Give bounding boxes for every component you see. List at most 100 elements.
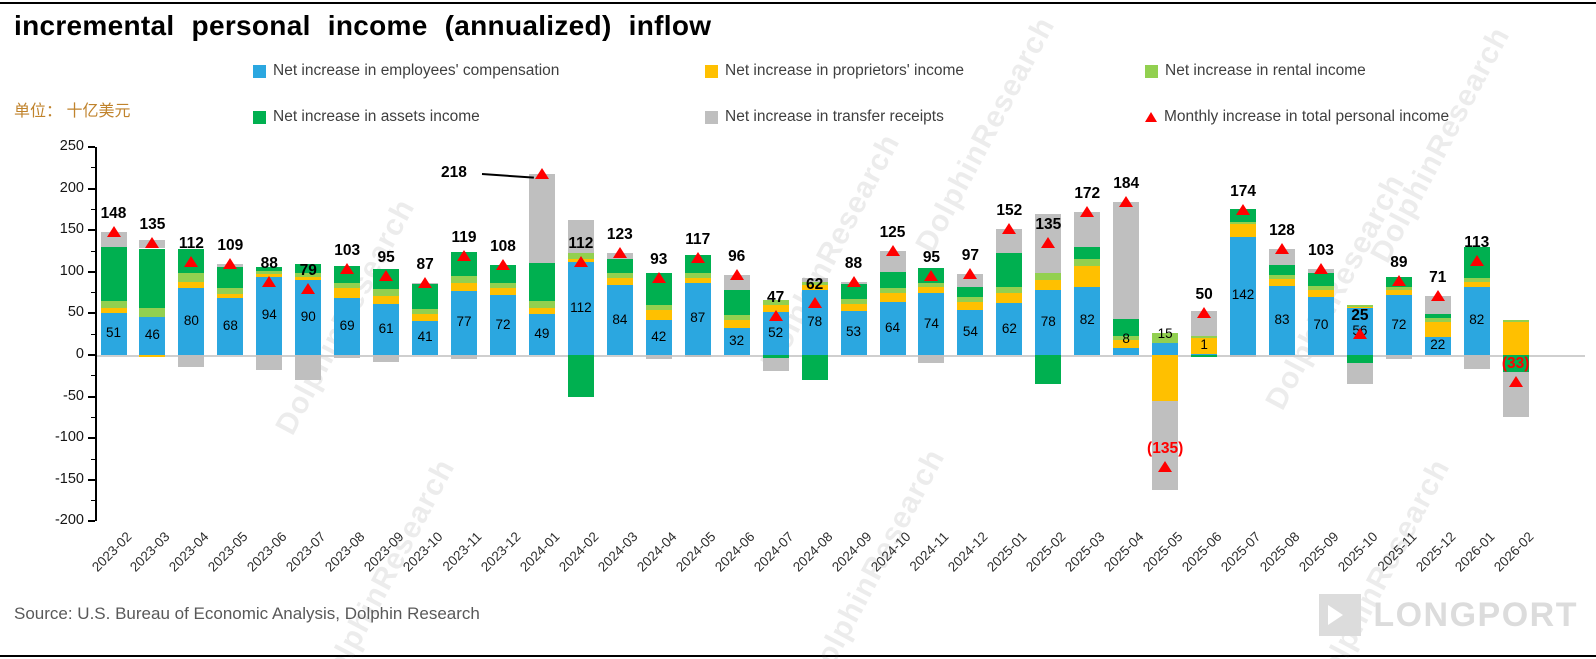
total-marker	[1002, 222, 1017, 234]
y-axis-tick	[88, 395, 95, 398]
bar-value-label: 78	[1040, 314, 1056, 330]
legend-item-rental-income: Net increase in rental income	[1145, 62, 1366, 80]
total-value-label: 89	[1390, 253, 1408, 271]
bar-segment	[918, 286, 945, 294]
bar-value-label: 74	[923, 315, 939, 331]
bar-segment	[567, 261, 594, 355]
bar-segment	[1346, 306, 1373, 309]
bar-segment	[684, 282, 711, 355]
bar-segment	[1113, 201, 1140, 320]
total-marker	[340, 263, 355, 275]
total-value-label: 25	[1351, 307, 1369, 325]
total-value-label: 117	[685, 230, 711, 248]
total-marker	[807, 297, 822, 309]
bar-segment	[1191, 355, 1218, 358]
y-axis-minor-tick	[91, 167, 95, 169]
legend-swatch-gray-icon	[705, 110, 718, 124]
bar-segment	[412, 309, 439, 315]
bar-segment	[139, 308, 166, 317]
total-value-label: 123	[606, 225, 633, 243]
y-axis-minor-tick	[91, 375, 95, 377]
y-axis-line	[95, 147, 97, 522]
bar-segment	[606, 278, 633, 286]
legend-swatch-yellow-icon	[705, 64, 718, 78]
bar-segment	[1385, 295, 1412, 355]
bar-value-label: 80	[183, 313, 199, 329]
bar-value-label: 87	[690, 310, 706, 326]
y-axis-minor-tick	[91, 416, 95, 418]
bar-segment	[100, 312, 127, 355]
bar-value-label: 1	[1200, 337, 1208, 353]
bar-segment	[1230, 221, 1257, 225]
bar-segment	[217, 294, 244, 299]
bar-segment	[723, 315, 750, 321]
bar-value-label: 142	[1231, 287, 1255, 303]
total-marker	[1119, 195, 1134, 207]
bar-segment	[295, 272, 322, 277]
bottom-border-line	[0, 655, 1596, 657]
bar-value-label: 64	[884, 319, 901, 335]
bar-value-label: 72	[495, 316, 511, 332]
total-value-label: (33)	[1501, 355, 1530, 373]
total-value-label: 108	[490, 238, 516, 256]
bar-segment	[334, 287, 361, 298]
chart-title: incremental personal income (annualized)…	[14, 10, 712, 41]
total-marker	[1275, 242, 1289, 254]
bar-segment	[1269, 265, 1295, 276]
total-value-label: 103	[1308, 242, 1334, 260]
bar-segment	[412, 284, 439, 310]
bar-value-label: 72	[1391, 316, 1407, 332]
bar-segment	[1463, 277, 1490, 282]
total-value-label: 128	[1269, 221, 1295, 239]
bar-segment	[957, 301, 984, 311]
bar-segment	[256, 266, 283, 271]
legend-item-assets-income: Net increase in assets income	[253, 108, 705, 126]
legend-label: Net increase in rental income	[1165, 62, 1366, 79]
total-marker	[573, 255, 588, 267]
legend-triangle-icon	[1145, 112, 1157, 122]
bar-segment	[1113, 340, 1140, 349]
bar-value-label: 46	[144, 327, 160, 343]
total-value-label: 152	[996, 201, 1023, 219]
total-value-label: 88	[844, 254, 863, 272]
bar-value-label: 53	[846, 324, 862, 340]
bar-segment	[139, 248, 166, 309]
bar-segment	[1424, 321, 1451, 337]
total-marker	[145, 236, 160, 248]
y-axis-tick	[88, 270, 95, 273]
bar-segment	[373, 304, 400, 355]
bar-segment	[1346, 305, 1373, 307]
bar-segment	[256, 355, 283, 370]
total-value-label: 79	[299, 262, 317, 280]
bar-segment	[1191, 337, 1218, 355]
x-tick-label: 2024-05	[672, 529, 719, 575]
legend-label: Monthly increase in total personal incom…	[1164, 108, 1450, 125]
total-marker	[457, 249, 472, 261]
bar-segment	[879, 301, 906, 355]
bar-segment	[256, 276, 283, 355]
legend-item-employees-compensation: Net increase in employees' compensation	[253, 62, 705, 80]
legend-label: Net increase in employees' compensation	[273, 62, 560, 79]
y-tick-label: -50	[63, 387, 84, 404]
bar-segment	[1035, 355, 1062, 385]
callout-leader-line	[481, 172, 534, 179]
bar-segment	[1463, 355, 1490, 370]
bar-value-label: 42	[651, 329, 667, 345]
total-marker	[1236, 204, 1251, 216]
y-tick-label: 250	[59, 138, 84, 154]
bar-segment	[1385, 355, 1412, 360]
y-axis-minor-tick	[91, 500, 95, 502]
bar-segment	[1074, 265, 1101, 287]
bar-segment	[217, 288, 244, 295]
y-axis-tick	[88, 437, 95, 440]
bar-segment	[996, 286, 1023, 294]
legend-label: Net increase in transfer receipts	[725, 108, 944, 125]
bar-segment	[1307, 290, 1334, 297]
bar-segment	[139, 355, 166, 358]
y-axis-minor-tick	[91, 458, 95, 460]
bar-segment	[1191, 354, 1218, 355]
y-axis-minor-tick	[91, 208, 95, 210]
bar-segment	[957, 286, 984, 297]
